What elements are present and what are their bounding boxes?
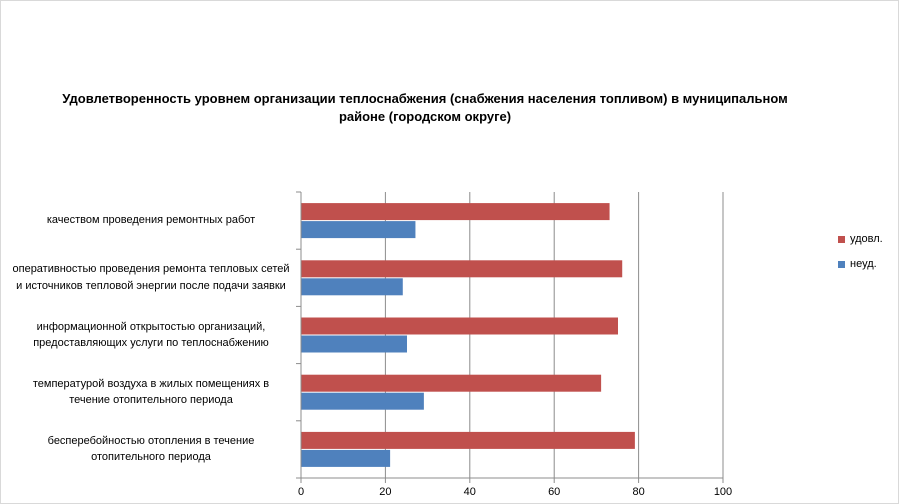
x-tick-label-60: 60 — [548, 486, 561, 498]
bar-udovl-1 — [301, 374, 602, 392]
bar-neud-3 — [301, 278, 403, 296]
legend-item-0: удовл. — [838, 233, 883, 245]
x-tick-label-100: 100 — [713, 486, 733, 498]
x-tick-label-0: 0 — [297, 486, 305, 498]
legend-swatch — [838, 235, 845, 243]
bar-neud-0 — [301, 449, 391, 467]
legend-item-1: неуд. — [838, 258, 877, 270]
x-tick-label-20: 20 — [379, 486, 392, 498]
chart-title: Удовлетворенность уровнем организации те… — [62, 91, 788, 124]
bar-udovl-4 — [301, 203, 610, 221]
legend-label: удовл. — [850, 233, 883, 245]
category-label-1: температурой воздуха в жилых помещениях … — [32, 377, 270, 407]
category-label-2: информационной открытостью организаций, … — [33, 320, 269, 350]
x-tick-label-80: 80 — [632, 486, 645, 498]
bar-neud-1 — [301, 392, 424, 410]
category-label-4: качеством проведения ремонтных работ — [46, 214, 256, 227]
legend-label: неуд. — [850, 258, 877, 270]
x-tick-label-40: 40 — [463, 486, 476, 498]
bar-udovl-0 — [301, 431, 635, 449]
bar-neud-4 — [301, 221, 416, 239]
legend-swatch — [838, 260, 845, 268]
category-label-0: бесперебойностью отопления в течение ото… — [47, 434, 255, 464]
category-label-3: оперативностью проведения ремонта теплов… — [12, 263, 290, 292]
bar-udovl-2 — [301, 317, 618, 335]
bar-neud-2 — [301, 335, 407, 353]
bar-udovl-3 — [301, 260, 623, 278]
